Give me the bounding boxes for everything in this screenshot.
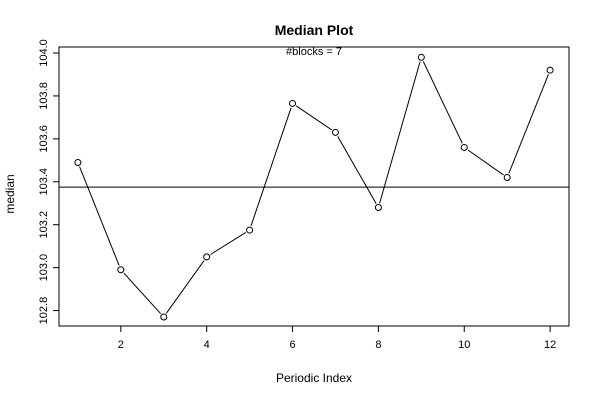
- series-segment: [295, 105, 333, 131]
- x-tick-label: 8: [375, 339, 381, 351]
- series-segment: [422, 61, 463, 144]
- y-tick-label: 103.6: [38, 125, 50, 153]
- data-point: [246, 226, 254, 234]
- data-point: [546, 66, 554, 74]
- data-point: [503, 173, 511, 181]
- y-tick-label: 103.0: [38, 254, 50, 282]
- data-point: [160, 313, 168, 321]
- x-tick-label: 6: [289, 339, 295, 351]
- x-tick-label: 2: [118, 339, 124, 351]
- series-segment: [337, 136, 377, 204]
- x-tick-label: 4: [204, 339, 210, 351]
- series-segment: [250, 107, 292, 226]
- data-point: [417, 53, 425, 61]
- series-segment: [467, 149, 504, 176]
- plot-frame: [58, 46, 570, 327]
- series-segment: [379, 61, 421, 204]
- data-point: [117, 266, 125, 274]
- chart-title: Median Plot: [275, 22, 354, 38]
- chart-marks: 2 4 6 8 10 12 102.8 103.0 103.2 103.4 103.6 103.8 10…: [38, 39, 569, 351]
- x-axis-label: Periodic Index: [276, 371, 352, 385]
- y-tick-label: 104.0: [38, 39, 50, 67]
- y-tick-label: 103.8: [38, 82, 50, 110]
- series-segment: [165, 260, 205, 314]
- data-point: [460, 143, 468, 151]
- x-tick-label: 12: [544, 339, 556, 351]
- data-point: [289, 99, 297, 107]
- series-segment: [508, 74, 549, 174]
- y-tick-label: 102.8: [38, 297, 50, 325]
- series-segment: [210, 232, 247, 255]
- y-tick-label: 103.4: [38, 168, 50, 196]
- series-segment: [79, 166, 120, 266]
- y-axis-label: median: [3, 174, 17, 213]
- data-point: [374, 204, 382, 212]
- series-segment: [123, 272, 162, 314]
- y-tick-label: 103.2: [38, 211, 50, 239]
- data-point: [203, 253, 211, 261]
- data-point: [74, 158, 82, 166]
- data-point: [331, 128, 339, 136]
- chart-subtitle: #blocks = 7: [286, 46, 342, 58]
- x-tick-label: 10: [458, 339, 470, 351]
